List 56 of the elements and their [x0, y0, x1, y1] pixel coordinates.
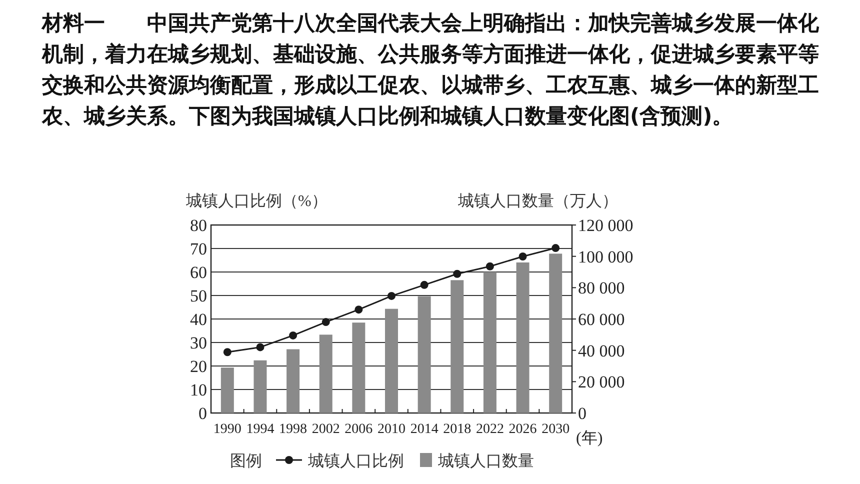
legend-label: 城镇人口数量: [437, 452, 534, 470]
y-tick-label: 50: [190, 286, 207, 306]
x-tick-label: 2022: [476, 422, 504, 437]
x-tick-label: 1994: [246, 422, 274, 437]
x-tick-label: 1990: [213, 422, 242, 437]
bar: [549, 254, 562, 413]
y-tick-label: 80: [190, 216, 207, 235]
point: [388, 292, 396, 300]
point: [322, 318, 330, 326]
legend-label: 城镇人口比例: [307, 452, 404, 470]
y2-tick-label: 0: [578, 404, 586, 423]
point: [289, 331, 298, 340]
x-tick-label: 2006: [344, 422, 373, 437]
y2-axis-title: 城镇人口数量（万人）: [457, 192, 618, 210]
y-tick-label: 70: [190, 240, 207, 258]
x-tick-label: 2030: [542, 422, 570, 437]
point: [518, 252, 527, 260]
x-tick-label: 2014: [410, 422, 438, 437]
x-tick-label: 2010: [378, 422, 406, 437]
y-axis-title: 城镇人口比例（%）: [185, 192, 328, 210]
point: [486, 262, 494, 270]
y-tick-label: 60: [190, 263, 207, 282]
bar: [418, 296, 431, 413]
bar: [254, 360, 267, 413]
chart-title: 材料一 中国共产党第十八次全国代表大会上明确指出：加快完善城乡发展一体化机制，着力在城乡规划、基础设施、公共服务等方面推进一体化，促进城乡要素平等交换和公共资源均衡配置，形成以工促农、以城带乡、工农互惠、城乡一体的新型工农、城乡关系。下图为我国城镇人口比例和城镇人口数量变化图(含预测)。: [42, 10, 820, 130]
y2-tick-label: 100 000: [578, 247, 634, 266]
y2-tick-label: 80 000: [578, 278, 625, 298]
bar: [352, 322, 366, 413]
point: [354, 306, 363, 314]
point: [453, 270, 462, 278]
y2-tick-label: 120 000: [578, 216, 634, 235]
x-tick-label: 2026: [508, 422, 537, 437]
point: [420, 280, 428, 289]
x-tick-label: 1998: [279, 422, 308, 437]
y-tick-label: 0: [198, 404, 207, 423]
y2-tick-label: 40 000: [578, 341, 625, 360]
bar: [220, 368, 234, 413]
x-tick-label: 2002: [312, 422, 340, 437]
point: [552, 244, 560, 252]
x-axis-title: (年): [576, 430, 603, 447]
bar: [516, 262, 530, 413]
y2-tick-label: 60 000: [578, 310, 625, 329]
x-tick-label: 2018: [443, 422, 472, 437]
point: [223, 348, 232, 356]
bar: [385, 308, 398, 413]
y-tick-label: 30: [190, 334, 207, 352]
y-tick-label: 20: [190, 357, 207, 376]
bar: [286, 349, 300, 413]
bar: [319, 334, 332, 413]
bar: [450, 280, 464, 413]
y-tick-label: 10: [190, 380, 207, 400]
legend-title: 图例: [230, 453, 262, 470]
bar: [483, 272, 496, 413]
y2-tick-label: 20 000: [578, 372, 625, 392]
point: [256, 343, 264, 352]
y-tick-label: 40: [190, 310, 207, 329]
